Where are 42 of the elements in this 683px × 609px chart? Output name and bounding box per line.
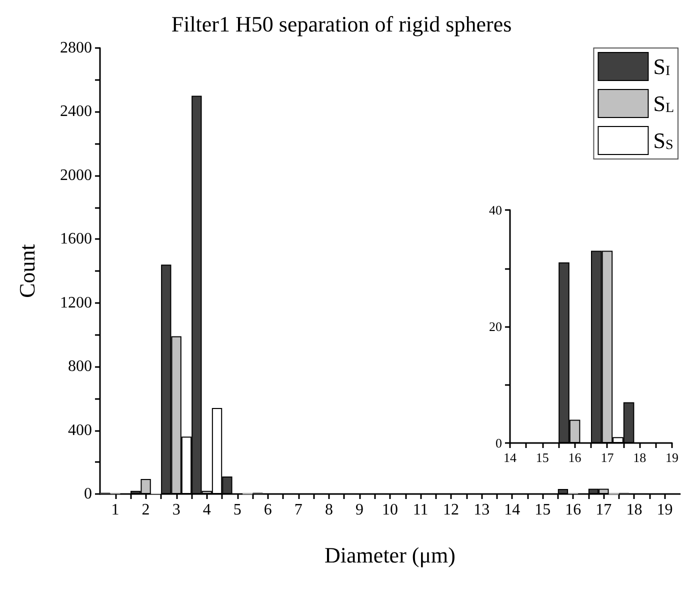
x-tick-label: 4: [202, 502, 211, 518]
x-tick-label: 11: [412, 502, 428, 518]
y-tick-label: 400: [68, 422, 92, 439]
y-tick-label: 40: [489, 202, 502, 218]
x-tick-label: 10: [382, 502, 398, 518]
y-tick-label: 20: [489, 319, 502, 334]
y-tick-label: 2800: [60, 40, 92, 56]
y-tick-label: 2400: [60, 103, 92, 120]
x-tick-label: 6: [264, 502, 272, 518]
x-tick-label: 14: [504, 450, 517, 465]
x-tick-label: 19: [656, 502, 673, 518]
x-tick-label: 18: [626, 502, 642, 518]
x-tick-label: 19: [666, 450, 678, 465]
x-tick-label: 5: [233, 502, 242, 518]
x-tick-label: 13: [474, 502, 490, 518]
x-tick-label: 2: [142, 502, 150, 518]
x-tick-label: 7: [294, 502, 302, 518]
x-axis-title: Diameter (μm): [324, 542, 456, 568]
chart-title: Filter1 H50 separation of rigid spheres: [171, 12, 512, 36]
x-tick-label: 1: [111, 502, 120, 518]
x-tick-label: 12: [443, 502, 460, 518]
y-tick-label: 800: [68, 358, 92, 376]
x-tick-label: 18: [633, 450, 646, 465]
x-tick-label: 15: [536, 450, 549, 465]
x-tick-label: 16: [565, 502, 582, 518]
y-tick-label: 1200: [60, 294, 92, 312]
x-tick-label: 3: [172, 502, 180, 518]
x-tick-label: 15: [534, 502, 551, 518]
x-tick-label: 14: [504, 502, 520, 518]
y-axis-title: Count: [14, 244, 40, 298]
y-tick-label: 2000: [60, 166, 92, 184]
legend-label: SL: [653, 91, 674, 116]
x-tick-label: 16: [568, 450, 582, 465]
x-tick-label: 17: [600, 450, 614, 465]
x-tick-label: 8: [324, 502, 333, 518]
legend-label: SI: [653, 54, 670, 79]
y-tick-label: 0: [84, 486, 92, 502]
legend-label: SS: [653, 128, 674, 153]
x-tick-label: 9: [355, 502, 364, 518]
y-tick-label: 0: [496, 436, 502, 450]
y-tick-label: 1600: [60, 230, 92, 248]
x-tick-label: 17: [596, 502, 612, 518]
